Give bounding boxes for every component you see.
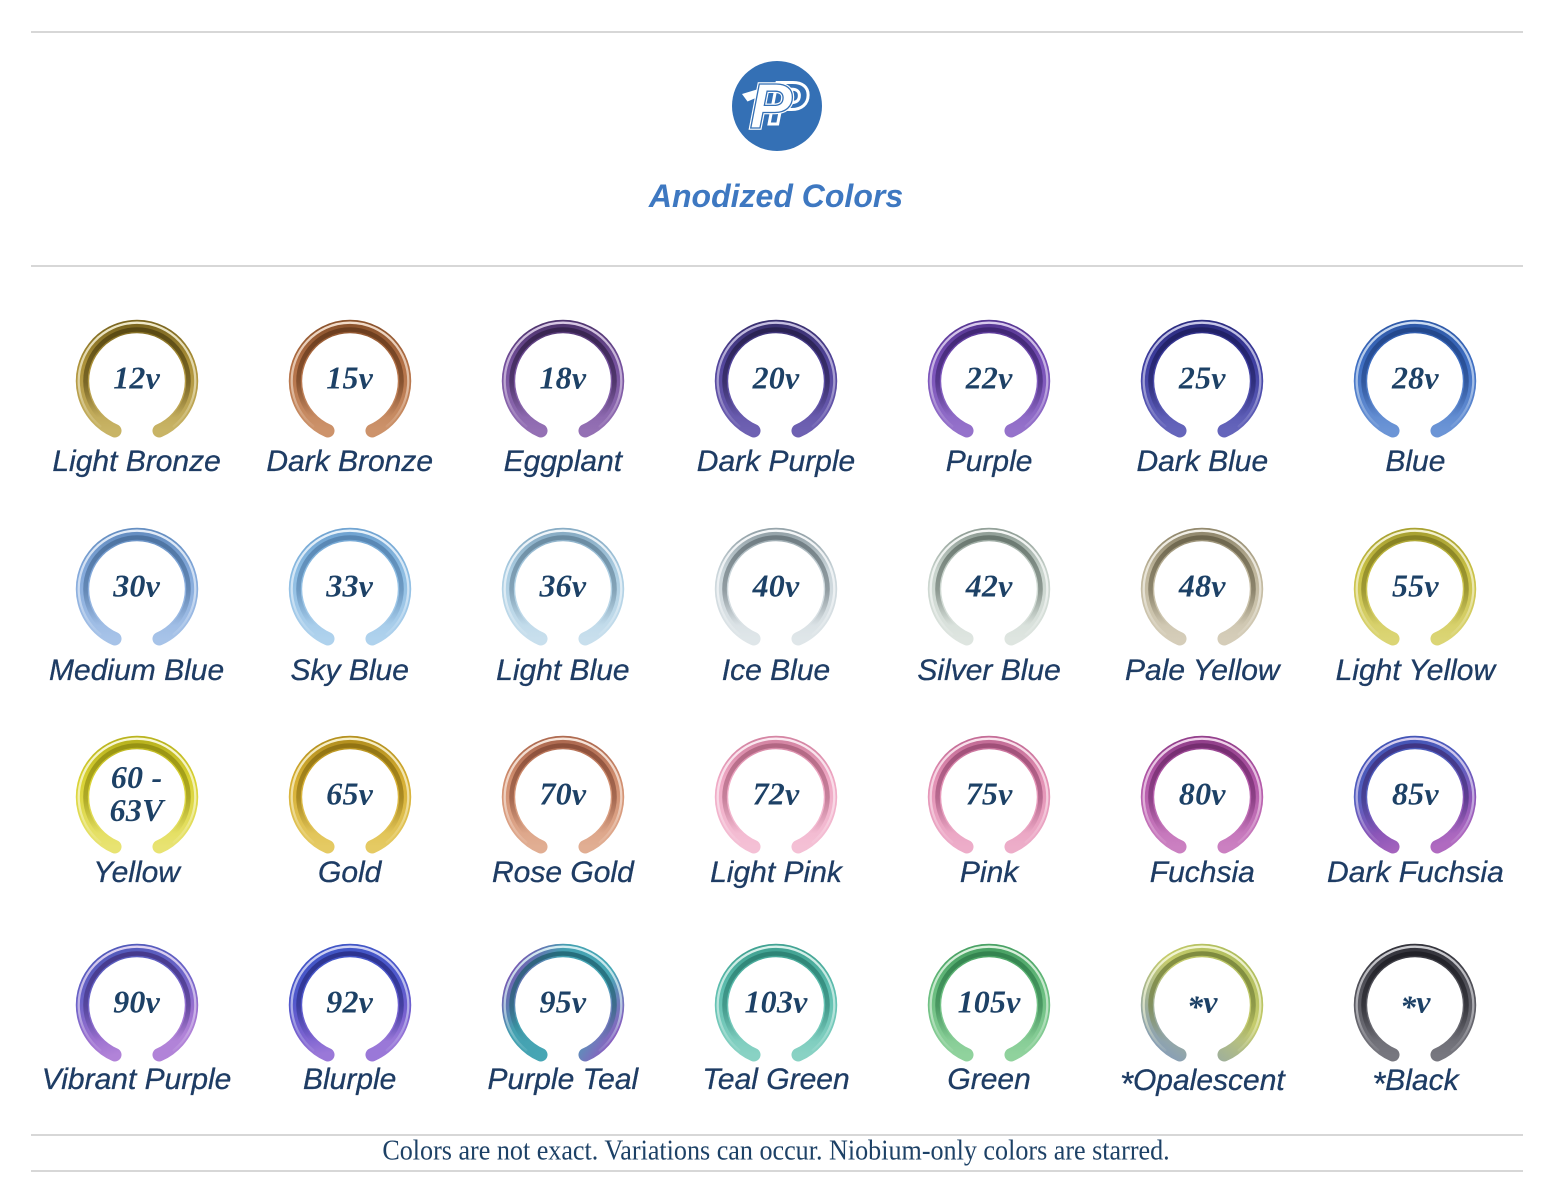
svg-text:P: P — [768, 70, 809, 137]
svg-text:P: P — [750, 70, 793, 142]
svg-text:P: P — [750, 70, 793, 142]
